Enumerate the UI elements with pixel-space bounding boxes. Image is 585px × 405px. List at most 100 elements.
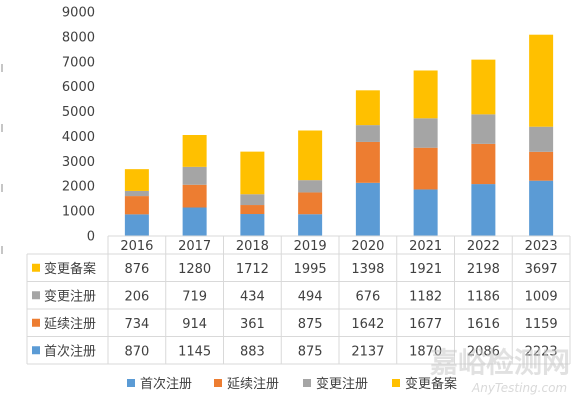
bar-area	[124, 34, 554, 236]
x-tick-label: 2022	[467, 239, 500, 254]
bar-segment	[240, 205, 265, 215]
y-tick-label: 0	[87, 230, 95, 245]
bar-segment	[182, 135, 207, 167]
bar-segment	[298, 130, 323, 181]
bar-segment	[298, 192, 323, 215]
data-cell: 1398	[351, 262, 384, 277]
data-cell: 1009	[525, 289, 558, 304]
data-cell: 434	[240, 289, 265, 304]
watermark-en: AnyTesting.com	[471, 381, 567, 395]
bar-segment	[298, 180, 323, 193]
bar-segment	[124, 214, 149, 236]
x-tick-label: 2018	[236, 239, 269, 254]
y-axis: 0 1000 2000 3000 4000 5000 6000 7000 8000 9000	[1, 6, 95, 254]
bar-segment	[124, 169, 149, 191]
row-legend-key	[32, 263, 40, 272]
bar-segment	[240, 151, 265, 195]
bar-segment	[529, 34, 554, 127]
data-cell: 2137	[351, 344, 384, 359]
data-cell: 1182	[409, 289, 442, 304]
legend-swatch	[127, 379, 135, 387]
legend-label: 首次注册	[140, 376, 192, 392]
row-series-label: 变更备案	[44, 261, 96, 277]
data-cell: 2086	[467, 344, 500, 359]
data-cell: 1642	[351, 317, 384, 332]
data-cell: 1145	[178, 344, 211, 359]
bar-segment	[182, 184, 207, 208]
bar-segment	[298, 214, 323, 236]
bar-segment	[124, 190, 149, 197]
bar-segment	[413, 118, 438, 148]
bar-segment	[471, 184, 496, 236]
legend-swatch	[303, 379, 311, 387]
bar-segment	[182, 166, 207, 185]
bar-segment	[471, 59, 496, 115]
bar-segment	[471, 143, 496, 185]
bar-segment	[413, 70, 438, 119]
data-table: 2016 2017 2018 2019 2020 2021 2022 2023 变更备案 876 1…	[26, 235, 571, 365]
data-cell: 3697	[525, 262, 558, 277]
bar-segment	[124, 196, 149, 215]
bar-segment	[355, 141, 380, 183]
row-legend-key	[32, 346, 40, 355]
data-cell: 676	[355, 289, 380, 304]
bar-segment	[240, 194, 265, 206]
bar-segment	[413, 189, 438, 236]
data-cell: 870	[124, 344, 149, 359]
data-cell: 875	[298, 344, 323, 359]
row-legend-key	[32, 291, 40, 300]
data-cell: 719	[182, 289, 207, 304]
row-series-label: 延续注册	[44, 317, 96, 332]
y-tick-label: 8000	[62, 30, 95, 45]
row-series-label: 变更注册	[44, 288, 96, 304]
y-tick-label: 6000	[62, 80, 95, 95]
y-tick-label: 2000	[62, 180, 95, 195]
data-cell: 734	[124, 317, 149, 332]
data-cell: 2223	[525, 344, 558, 359]
bar-segment	[529, 126, 554, 152]
data-cell: 1186	[467, 289, 500, 304]
data-cell: 1677	[409, 317, 442, 332]
data-cell: 883	[240, 344, 265, 359]
y-tick-label: 9000	[62, 6, 95, 21]
bar-segment	[355, 182, 380, 236]
data-cell: 361	[240, 317, 265, 332]
x-tick-label: 2021	[409, 239, 442, 254]
y-tick-label: 3000	[62, 155, 95, 170]
row-legend-key	[32, 318, 40, 327]
bar-segment	[413, 147, 438, 190]
y-tick-label: 1000	[62, 205, 95, 220]
bar-segment	[240, 214, 265, 236]
legend-label: 变更注册	[316, 376, 368, 392]
data-cell: 2198	[467, 262, 500, 277]
data-cell: 875	[298, 317, 323, 332]
data-cell: 914	[182, 317, 207, 332]
y-tick-label: 5000	[62, 105, 95, 120]
watermark: 嘉峪检测网 AnyTesting.com	[430, 346, 570, 395]
y-tick-label: 7000	[62, 55, 95, 70]
x-tick-label: 2023	[525, 239, 558, 254]
legend-swatch	[214, 379, 222, 387]
data-cell: 1995	[294, 262, 327, 277]
bar-segment	[355, 125, 380, 142]
data-cell: 1921	[409, 262, 442, 277]
data-cell: 494	[298, 289, 323, 304]
row-series-label: 首次注册	[44, 343, 96, 359]
data-cell: 1159	[525, 317, 558, 332]
data-cell: 1870	[409, 344, 442, 359]
y-tick-label: 4000	[62, 130, 95, 145]
legend-swatch	[392, 379, 400, 387]
bar-segment	[529, 180, 554, 236]
data-cell: 1712	[236, 262, 269, 277]
data-cell: 1280	[178, 262, 211, 277]
data-cell: 876	[124, 262, 149, 277]
bar-segment	[471, 114, 496, 144]
x-tick-label: 2017	[178, 239, 211, 254]
data-cell: 206	[124, 289, 149, 304]
data-cell: 1616	[467, 317, 500, 332]
bar-segment	[355, 90, 380, 126]
bar-segment	[529, 151, 554, 181]
legend-label: 延续注册	[227, 377, 279, 392]
watermark-cn: 嘉峪检测网	[430, 346, 570, 379]
